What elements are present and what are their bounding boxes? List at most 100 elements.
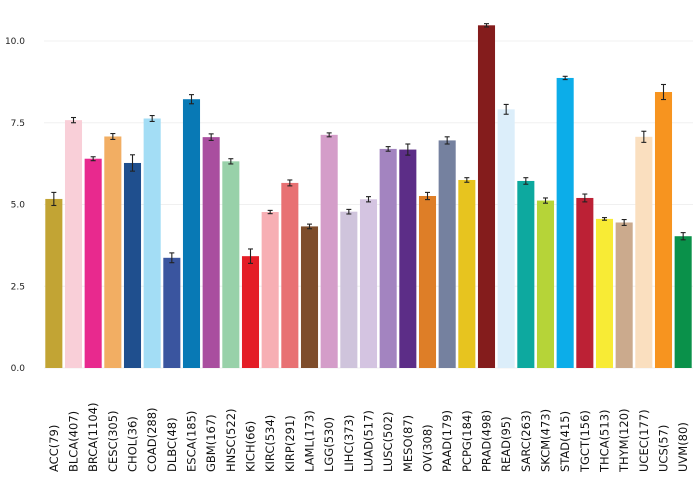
error-bar — [189, 94, 194, 105]
error-bar — [267, 209, 273, 215]
bar — [458, 179, 476, 368]
bar — [477, 25, 496, 369]
x-tick-label: OV(308) — [421, 424, 435, 472]
x-tick-label: UCEC(177) — [637, 409, 651, 472]
x-tick-label: KIRP(291) — [283, 415, 297, 472]
error-bar — [444, 136, 450, 145]
x-tick-label: MESO(87) — [401, 415, 415, 472]
error-bar — [680, 232, 686, 241]
x-tick-label: ACC(79) — [47, 425, 61, 472]
bar — [595, 218, 614, 368]
bar — [654, 92, 673, 369]
bar — [45, 198, 63, 368]
error-bar — [228, 158, 234, 165]
x-tick-label: READ(95) — [499, 416, 513, 472]
bar — [222, 161, 240, 368]
bar — [163, 257, 181, 368]
bar — [536, 200, 555, 368]
bar — [241, 256, 260, 368]
error-bar — [326, 132, 332, 138]
bar — [556, 77, 574, 369]
x-tick-label: BLCA(407) — [67, 411, 81, 472]
error-bar — [641, 130, 647, 143]
bar — [104, 136, 122, 368]
bar — [320, 134, 338, 368]
x-tick-label: DLBC(48) — [165, 417, 179, 472]
x-tick-label: LIHC(373) — [342, 415, 356, 472]
x-tick-label: LUAD(517) — [362, 410, 376, 472]
bar — [379, 148, 397, 368]
x-tick-label: CHOL(36) — [126, 416, 140, 472]
y-axis-ticks: 0.0 2.5 5.0 7.5 10.0 — [5, 37, 25, 374]
error-bar — [503, 103, 509, 115]
y-tick-label: 2.5 — [11, 282, 25, 292]
x-tick-label: KIRC(534) — [263, 415, 277, 472]
y-tick-label: 7.5 — [11, 119, 25, 129]
bar — [635, 136, 653, 368]
error-bar — [110, 132, 116, 140]
error-bar — [484, 23, 489, 28]
error-bar — [287, 179, 293, 187]
bar — [64, 120, 83, 368]
error-bar — [405, 143, 411, 156]
error-bar — [661, 83, 666, 101]
x-axis-ticks: ACC(79) BLCA(407) BRCA(1104) CESC(305) CHOL(… — [47, 403, 690, 473]
x-tick-label: PCPG(184) — [460, 410, 474, 472]
y-tick-label: 0.0 — [11, 364, 26, 374]
bar — [123, 162, 142, 368]
x-tick-label: TGCT(156) — [578, 410, 592, 473]
error-bar — [90, 156, 96, 162]
error-bar — [582, 193, 588, 203]
error-bar — [169, 252, 175, 264]
error-bar — [621, 218, 627, 226]
x-tick-label: COAD(288) — [145, 407, 159, 472]
bar — [300, 226, 319, 368]
x-tick-label: SARC(263) — [519, 410, 533, 472]
bar — [340, 211, 358, 368]
error-bar-layer — [51, 23, 686, 264]
x-tick-label: ESCA(185) — [185, 411, 199, 472]
x-tick-label: PRAD(498) — [480, 410, 494, 472]
error-bar — [602, 217, 607, 221]
error-bar — [385, 146, 391, 152]
y-tick-label: 10.0 — [5, 37, 25, 47]
bar — [182, 99, 201, 369]
x-tick-label: PAAD(179) — [440, 410, 454, 472]
x-tick-label: HNSC(522) — [224, 408, 238, 472]
error-bar — [464, 177, 470, 183]
bar — [576, 197, 594, 368]
bar — [281, 182, 299, 368]
bar — [615, 222, 633, 368]
x-tick-label: SKCM(473) — [539, 409, 553, 472]
x-tick-label: CESC(305) — [106, 410, 120, 472]
x-tick-label: GBM(167) — [204, 414, 218, 472]
error-bar — [248, 248, 253, 264]
error-bar — [366, 196, 371, 203]
bar — [202, 137, 220, 368]
bar — [359, 199, 378, 368]
x-tick-label: UVM(80) — [676, 422, 690, 472]
x-tick-label: THYM(120) — [617, 408, 631, 473]
bar — [497, 109, 515, 368]
bar — [84, 158, 102, 368]
bar — [418, 195, 437, 368]
x-tick-label: LUSC(502) — [381, 411, 395, 472]
error-bar — [543, 197, 548, 204]
bar — [399, 149, 417, 368]
bar — [674, 236, 692, 368]
error-bar — [149, 115, 155, 122]
x-tick-label: STAD(415) — [558, 411, 572, 472]
bar-layer — [45, 25, 692, 369]
bar — [517, 180, 535, 368]
error-bar — [71, 116, 76, 124]
error-bar — [523, 177, 529, 185]
x-tick-label: LAML(173) — [303, 410, 317, 472]
y-tick-label: 5.0 — [11, 201, 26, 211]
x-tick-label: UCS(57) — [657, 425, 671, 472]
error-bar — [130, 154, 135, 172]
error-bar — [51, 191, 57, 207]
bar — [261, 212, 279, 368]
error-bar — [346, 208, 352, 215]
